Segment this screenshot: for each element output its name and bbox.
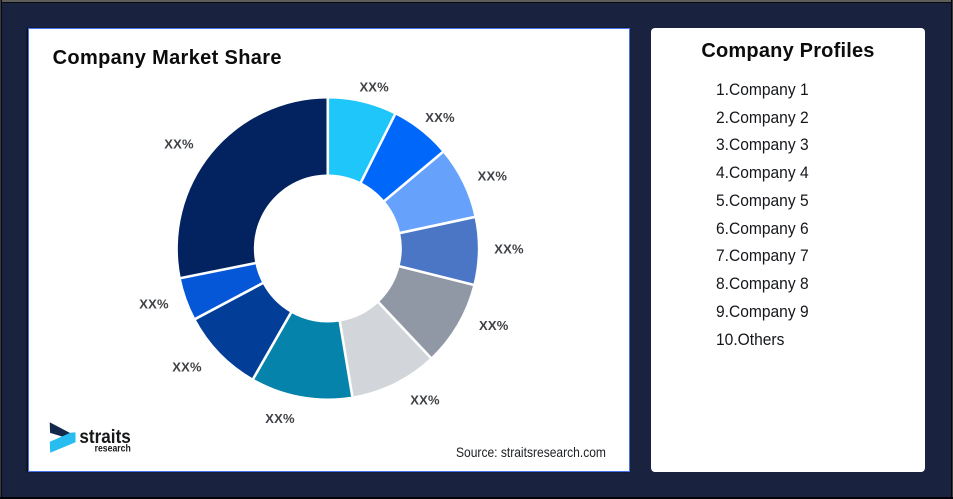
svg-text:XX%: XX% — [265, 411, 295, 426]
svg-text:XX%: XX% — [478, 168, 508, 183]
svg-text:XX%: XX% — [425, 110, 455, 125]
svg-text:XX%: XX% — [479, 318, 509, 333]
svg-text:XX%: XX% — [139, 297, 169, 312]
svg-text:XX%: XX% — [164, 137, 194, 152]
svg-text:XX%: XX% — [494, 242, 524, 257]
svg-text:research: research — [95, 443, 131, 454]
svg-text:straits: straits — [79, 426, 131, 448]
svg-text:XX%: XX% — [359, 79, 389, 94]
svg-text:XX%: XX% — [410, 393, 440, 408]
svg-text:XX%: XX% — [172, 359, 202, 374]
